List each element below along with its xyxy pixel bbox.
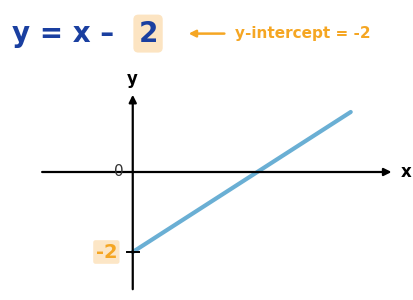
Text: 2: 2: [138, 20, 158, 48]
Text: y: y: [127, 70, 138, 88]
Text: 0: 0: [114, 164, 123, 179]
Text: x: x: [401, 163, 411, 181]
Text: -2: -2: [95, 242, 117, 262]
Text: y-intercept = -2: y-intercept = -2: [235, 26, 371, 41]
Text: y = x –: y = x –: [12, 20, 124, 48]
